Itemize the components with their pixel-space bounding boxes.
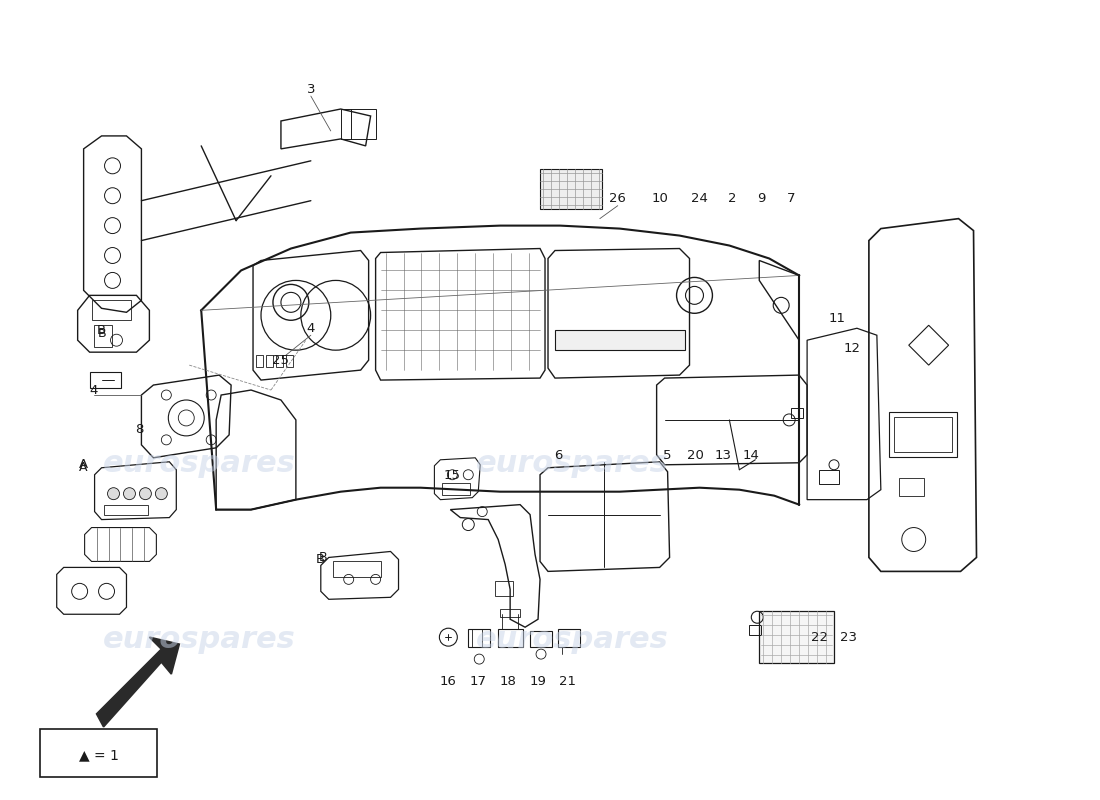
Text: 15: 15 (443, 470, 461, 482)
Text: 21: 21 (560, 674, 576, 687)
Bar (495, 582, 513, 596)
Bar (498, 630, 524, 647)
Bar (889, 412, 957, 457)
Circle shape (123, 488, 135, 500)
Text: eurospares: eurospares (475, 450, 669, 478)
Bar (759, 611, 834, 663)
Text: 23: 23 (840, 630, 858, 644)
Text: 20: 20 (688, 450, 704, 462)
Text: 25: 25 (273, 354, 289, 366)
Text: 26: 26 (609, 192, 626, 206)
Bar (341, 109, 375, 139)
Bar (558, 630, 580, 647)
Bar (333, 562, 381, 578)
Text: 12: 12 (844, 342, 860, 354)
Text: 18: 18 (499, 674, 517, 687)
Text: eurospares: eurospares (475, 625, 669, 654)
Bar (91, 300, 132, 320)
Text: 11: 11 (828, 312, 846, 325)
Text: 9: 9 (757, 192, 766, 206)
Bar (40, 729, 157, 777)
Text: 24: 24 (691, 192, 708, 206)
Text: ▲ = 1: ▲ = 1 (78, 749, 119, 762)
Text: eurospares: eurospares (102, 450, 296, 478)
Bar (556, 330, 684, 350)
Text: 5: 5 (663, 450, 672, 462)
Bar (500, 610, 520, 618)
Text: 2: 2 (728, 192, 737, 206)
Polygon shape (97, 637, 179, 727)
Circle shape (108, 488, 120, 500)
Text: B: B (97, 326, 106, 340)
Bar (894, 417, 952, 452)
Bar (820, 470, 839, 484)
Bar (276, 355, 283, 367)
Text: 17: 17 (470, 674, 487, 687)
Bar (469, 630, 491, 647)
Text: 6: 6 (553, 450, 562, 462)
Text: 4: 4 (307, 322, 315, 334)
Bar (899, 478, 924, 496)
Bar (749, 626, 761, 635)
Text: B: B (97, 324, 106, 337)
Bar (286, 355, 293, 367)
Text: 8: 8 (135, 423, 144, 436)
Text: 7: 7 (786, 192, 795, 206)
Bar (256, 355, 263, 367)
Text: 22: 22 (811, 630, 827, 644)
Text: 10: 10 (651, 192, 668, 206)
Text: 16: 16 (440, 674, 456, 687)
Bar (442, 482, 471, 494)
Bar (94, 326, 111, 347)
Bar (540, 169, 602, 209)
Text: 13: 13 (715, 450, 732, 462)
Circle shape (140, 488, 152, 500)
Text: B: B (316, 553, 326, 566)
Text: A: A (79, 458, 88, 471)
Text: B: B (319, 551, 327, 564)
Text: 4: 4 (89, 383, 98, 397)
Bar (103, 505, 148, 514)
Text: 14: 14 (742, 450, 760, 462)
Circle shape (155, 488, 167, 500)
Bar (791, 408, 803, 418)
Text: eurospares: eurospares (102, 625, 296, 654)
Text: 3: 3 (307, 82, 315, 95)
Bar (530, 631, 552, 647)
Text: A: A (79, 462, 88, 474)
Text: 19: 19 (529, 674, 547, 687)
Bar (266, 355, 273, 367)
